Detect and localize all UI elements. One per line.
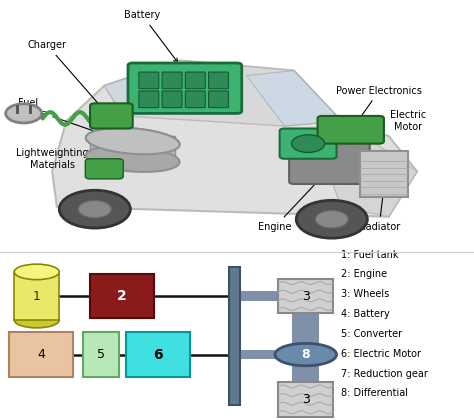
FancyBboxPatch shape [185, 72, 205, 89]
FancyBboxPatch shape [90, 136, 175, 159]
FancyBboxPatch shape [279, 279, 333, 313]
Text: Radiator: Radiator [358, 191, 400, 232]
FancyBboxPatch shape [139, 72, 159, 89]
Circle shape [292, 135, 325, 152]
Ellipse shape [86, 128, 180, 154]
FancyBboxPatch shape [162, 72, 182, 89]
Ellipse shape [14, 264, 59, 280]
FancyBboxPatch shape [9, 332, 73, 377]
Text: 8: Differential: 8: Differential [341, 388, 408, 398]
Text: Power Electronics: Power Electronics [336, 86, 422, 128]
Polygon shape [104, 60, 341, 126]
Text: 1: 1 [33, 289, 41, 302]
FancyBboxPatch shape [292, 366, 319, 382]
Text: Battery: Battery [124, 10, 178, 62]
FancyBboxPatch shape [83, 332, 118, 377]
Polygon shape [246, 71, 341, 126]
Circle shape [78, 200, 111, 218]
FancyBboxPatch shape [280, 129, 337, 159]
Text: 7: Reduction gear: 7: Reduction gear [341, 368, 428, 378]
FancyBboxPatch shape [14, 272, 59, 320]
FancyBboxPatch shape [360, 151, 408, 197]
Circle shape [296, 200, 367, 238]
Text: 3: 3 [302, 289, 310, 302]
Text: 3: Wheels: 3: Wheels [341, 289, 390, 299]
Text: 3: 3 [302, 393, 310, 406]
Text: 6: 6 [153, 348, 163, 362]
Text: 5: Converter: 5: Converter [341, 329, 402, 339]
Circle shape [315, 210, 348, 228]
Text: Charger: Charger [28, 40, 106, 113]
Text: Engine: Engine [258, 179, 319, 232]
Text: 6: Electric Motor: 6: Electric Motor [341, 349, 421, 359]
FancyBboxPatch shape [318, 116, 384, 144]
FancyBboxPatch shape [240, 350, 306, 360]
Text: 5: 5 [97, 348, 105, 361]
FancyBboxPatch shape [185, 91, 205, 108]
Text: 4: Battery: 4: Battery [341, 309, 390, 319]
FancyBboxPatch shape [90, 103, 133, 129]
FancyBboxPatch shape [85, 159, 123, 179]
Text: 8: 8 [301, 348, 310, 361]
FancyBboxPatch shape [289, 141, 370, 184]
FancyBboxPatch shape [128, 63, 242, 113]
Text: 2: Engine: 2: Engine [341, 270, 387, 279]
Polygon shape [52, 60, 417, 217]
FancyBboxPatch shape [292, 313, 319, 344]
FancyBboxPatch shape [139, 91, 159, 108]
FancyBboxPatch shape [279, 382, 333, 417]
FancyBboxPatch shape [209, 72, 228, 89]
Polygon shape [322, 121, 417, 217]
FancyBboxPatch shape [126, 332, 190, 377]
Circle shape [6, 104, 42, 123]
Text: Fuel
Storage: Fuel Storage [9, 97, 119, 140]
Circle shape [275, 344, 337, 366]
Text: 4: 4 [37, 348, 46, 361]
FancyBboxPatch shape [90, 274, 154, 318]
Ellipse shape [14, 312, 59, 328]
Circle shape [59, 190, 130, 228]
FancyBboxPatch shape [162, 91, 182, 108]
FancyBboxPatch shape [240, 291, 306, 301]
FancyBboxPatch shape [209, 91, 228, 108]
Text: Electric
Motor: Electric Motor [312, 110, 426, 144]
FancyBboxPatch shape [229, 267, 240, 404]
Polygon shape [104, 60, 180, 116]
Ellipse shape [86, 146, 180, 172]
Text: Lightweighting
Materials: Lightweighting Materials [16, 148, 100, 170]
Text: 2: 2 [117, 289, 127, 303]
Text: 1: Fuel tank: 1: Fuel tank [341, 249, 399, 260]
